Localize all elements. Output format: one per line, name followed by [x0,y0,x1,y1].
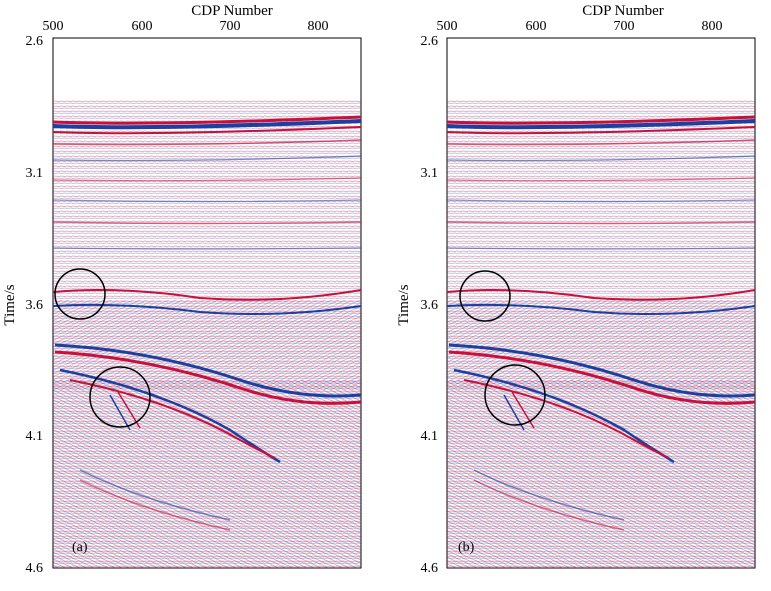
panel-b: CDP Number 500 600 700 800 2.6 3.1 3.6 4… [396,3,756,576]
highlight-circle-1 [459,270,511,322]
y-tick-4.1: 4.1 [421,429,439,444]
panel-label-a: (a) [72,540,88,555]
x-tick-600: 600 [526,19,547,34]
x-tick-600: 600 [132,19,153,34]
x-tick-500: 500 [437,19,458,34]
y-tick-3.1: 3.1 [26,166,44,181]
seismic-section: (b) [446,37,756,569]
y-tick-2.6: 2.6 [421,34,439,49]
x-tick-700: 700 [220,19,241,34]
y-tick-3.6: 3.6 [421,298,439,313]
seismic-section: (a) [52,37,362,569]
y-tick-4.6: 4.6 [421,561,439,576]
x-tick-800: 800 [308,19,329,34]
highlight-circle-2 [484,364,546,426]
top-axis-title: CDP Number [191,3,273,19]
y-tick-4.6: 4.6 [26,561,44,576]
x-tick-800: 800 [702,19,723,34]
y-tick-3.6: 3.6 [26,298,44,313]
x-tick-500: 500 [43,19,64,34]
left-axis-title: Time/s [2,284,18,325]
top-axis-title: CDP Number [582,3,664,19]
panel-label-b: (b) [458,540,475,555]
highlight-circle-2 [89,366,151,428]
highlight-circle-1 [54,268,106,320]
x-tick-700: 700 [614,19,635,34]
left-axis-title: Time/s [396,284,412,325]
y-tick-3.1: 3.1 [421,166,439,181]
y-tick-4.1: 4.1 [26,429,44,444]
y-tick-2.6: 2.6 [26,34,44,49]
panel-a: CDP Number 500 600 700 800 2.6 3.1 3.6 4… [2,3,362,576]
